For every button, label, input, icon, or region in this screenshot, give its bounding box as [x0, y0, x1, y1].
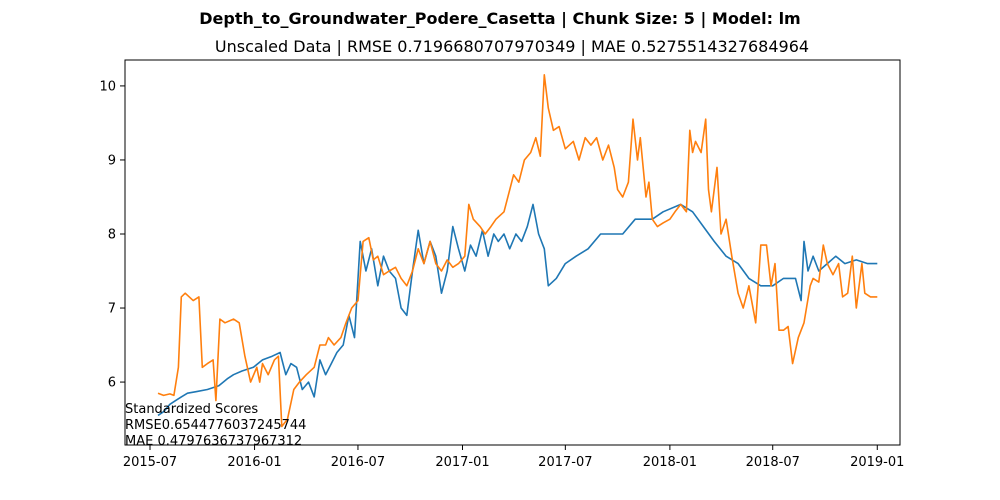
plot-area: 2015-07 2016-01 2016-07 2017-01 2017-07 2018-…	[99, 59, 904, 470]
x-tick-label: 2017-01	[435, 455, 489, 470]
y-tick-label: 7	[108, 302, 116, 317]
chart-suptitle: Depth_to_Groundwater_Podere_Casetta | Ch…	[199, 9, 800, 29]
y-axis: 6 7 8 9 10	[99, 79, 125, 391]
annotation-line-1: Standardized Scores	[125, 402, 258, 417]
y-tick-label: 9	[108, 153, 116, 168]
x-tick-label: 2016-07	[331, 455, 385, 470]
x-tick-label: 2015-07	[123, 455, 177, 470]
y-tick-label: 8	[108, 227, 116, 242]
x-axis: 2015-07 2016-01 2016-07 2017-01 2017-07 2018-…	[123, 445, 904, 470]
series-line-2	[157, 74, 878, 428]
annotation-line-3: MAE 0.4797636737967312	[125, 434, 302, 449]
annotation-line-2: RMSE0.6544776037245744	[125, 418, 306, 433]
series-layer	[157, 74, 878, 428]
annotation: Standardized Scores RMSE0.65447760372457…	[125, 402, 306, 449]
plot-frame	[124, 59, 901, 446]
x-tick-label: 2016-01	[227, 455, 281, 470]
x-tick-label: 2018-07	[746, 455, 800, 470]
y-tick-label: 6	[108, 376, 116, 391]
x-tick-label: 2017-07	[538, 455, 592, 470]
x-tick-label: 2018-01	[643, 455, 697, 470]
chart-title: Unscaled Data | RMSE 0.7196680707970349 …	[215, 37, 809, 56]
x-tick-label: 2019-01	[850, 455, 904, 470]
y-tick-label: 10	[99, 79, 116, 94]
